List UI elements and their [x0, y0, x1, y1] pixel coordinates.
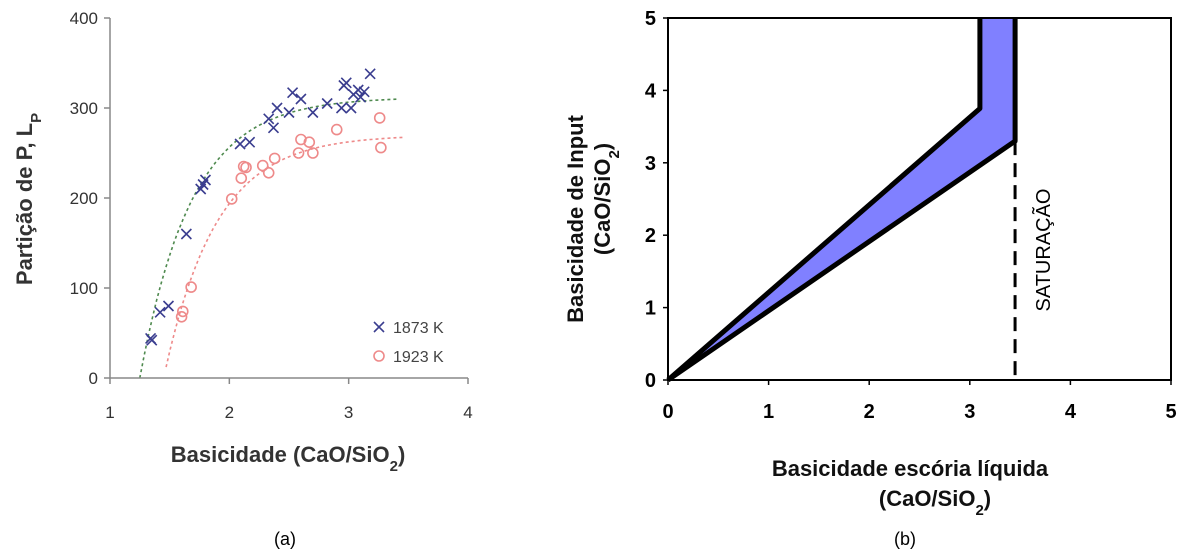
- point-1923K: [292, 147, 305, 159]
- chart-b: 0 1 2 3 4 5 0 1 2 3 4 5 SATURAÇÃO Basicidade de In…: [563, 8, 1177, 549]
- chart-b-x-ticks: 0 1 2 3 4 5: [662, 380, 1177, 423]
- chart-b-plot-frame: [667, 17, 1172, 381]
- chart-a-x-tick-label: 4: [463, 403, 472, 422]
- point-1873K: [321, 97, 333, 110]
- chart-a-fit-lines: [139, 98, 403, 379]
- chart-b-y-tick-label: 3: [645, 153, 656, 175]
- point-1873K: [263, 113, 275, 125]
- point-1873K: [234, 138, 246, 150]
- point-1923K: [185, 281, 197, 293]
- chart-b-y-ticks: 0 1 2 3 4 5: [645, 8, 668, 392]
- point-1873K: [271, 102, 283, 114]
- legend-1923-marker: [373, 350, 385, 362]
- point-1873K: [244, 136, 256, 148]
- legend-1873-label: 1873 K: [393, 320, 444, 337]
- point-1873K: [358, 86, 370, 98]
- point-1873K: [199, 174, 212, 186]
- chart-a-x-axis-label: Basicidade (CaO/SiO2): [171, 442, 406, 475]
- chart-b-x-tick-label: 0: [662, 401, 673, 423]
- chart-a-x-ticks: 1 2 3 4: [105, 378, 473, 422]
- point-1923K: [307, 147, 319, 159]
- chart-a-y-tick-label: 200: [70, 189, 98, 208]
- chart-a: 0 100 200 300 400 1 2 3 4 Partição de P, LP Bas…: [12, 9, 473, 549]
- fit-line-1923-K: [165, 136, 403, 368]
- point-1923K: [375, 141, 387, 154]
- chart-b-x-tick-label: 5: [1165, 401, 1176, 423]
- chart-b-caption: (b): [894, 529, 916, 549]
- point-1923K: [235, 172, 248, 184]
- chart-b-y-tick-label: 2: [645, 225, 656, 247]
- point-1923K: [225, 193, 238, 205]
- chart-b-y-axis-label-units: (CaO/SiO2): [590, 143, 623, 255]
- point-1923K: [262, 167, 275, 179]
- chart-a-x-tick-label: 3: [344, 403, 353, 422]
- point-1873K: [345, 102, 357, 114]
- chart-b-x-tick-label: 3: [964, 401, 975, 423]
- point-1923K: [268, 152, 281, 165]
- point-1923K: [240, 161, 252, 174]
- point-1923K: [256, 159, 269, 172]
- point-1873K: [295, 93, 307, 105]
- chart-b-upper-boundary: [666, 18, 983, 382]
- point-1873K: [180, 228, 192, 240]
- chart-a-x-tick-label: 1: [105, 403, 114, 422]
- chart-a-legend: 1873 K 1923 K: [373, 320, 444, 366]
- chart-a-y-tick-label: 300: [70, 99, 98, 118]
- chart-b-x-axis-label-units: (CaO/SiO2): [879, 486, 991, 519]
- legend-1923-label: 1923 K: [393, 349, 444, 366]
- point-1923K: [176, 305, 189, 318]
- point-1873K: [154, 306, 166, 318]
- chart-b-y-tick-label: 0: [645, 370, 656, 392]
- chart-b-saturation-label: SATURAÇÃO: [1031, 189, 1055, 312]
- chart-b-y-tick-label: 5: [645, 8, 656, 30]
- chart-b-feasible-region: [668, 18, 1016, 380]
- chart-a-markers: [145, 68, 387, 346]
- chart-a-y-tick-label: 0: [89, 369, 98, 388]
- chart-b-x-tick-label: 4: [1065, 401, 1077, 423]
- point-1873K: [355, 91, 367, 103]
- point-1873K: [340, 77, 352, 89]
- point-1873K: [364, 68, 376, 80]
- chart-a-caption: (a): [274, 529, 296, 549]
- point-1923K: [330, 123, 343, 136]
- point-1923K: [373, 112, 386, 124]
- chart-a-x-tick-label: 2: [225, 403, 234, 422]
- chart-b-x-tick-label: 2: [864, 401, 875, 423]
- point-1873K: [146, 334, 158, 346]
- chart-a-y-axis-label: Partição de P, LP: [12, 113, 45, 285]
- chart-b-x-tick-label: 1: [763, 401, 774, 423]
- chart-b-y-tick-label: 1: [645, 298, 656, 320]
- chart-b-x-axis-label: Basicidade escória líquida: [772, 456, 1049, 481]
- chart-b-y-axis-label: Basicidade de Input: [563, 114, 588, 322]
- chart-b-y-tick-label: 4: [645, 80, 657, 102]
- chart-a-y-ticks: 0 100 200 300 400: [70, 9, 110, 388]
- point-1923K: [303, 136, 316, 148]
- point-1873K: [287, 87, 299, 99]
- point-1873K: [335, 102, 348, 114]
- point-1873K: [307, 106, 319, 119]
- chart-b-lower-boundary: [666, 18, 1018, 383]
- point-1873K: [267, 122, 280, 134]
- chart-a-y-tick-label: 100: [70, 279, 98, 298]
- legend-1873-marker: [373, 321, 385, 333]
- chart-a-y-tick-label: 400: [70, 9, 98, 28]
- point-1873K: [283, 106, 295, 119]
- point-1923K: [175, 310, 188, 323]
- fit-line-1873-K: [139, 98, 397, 379]
- chart-a-axes: [109, 18, 468, 379]
- point-1873K: [162, 300, 175, 312]
